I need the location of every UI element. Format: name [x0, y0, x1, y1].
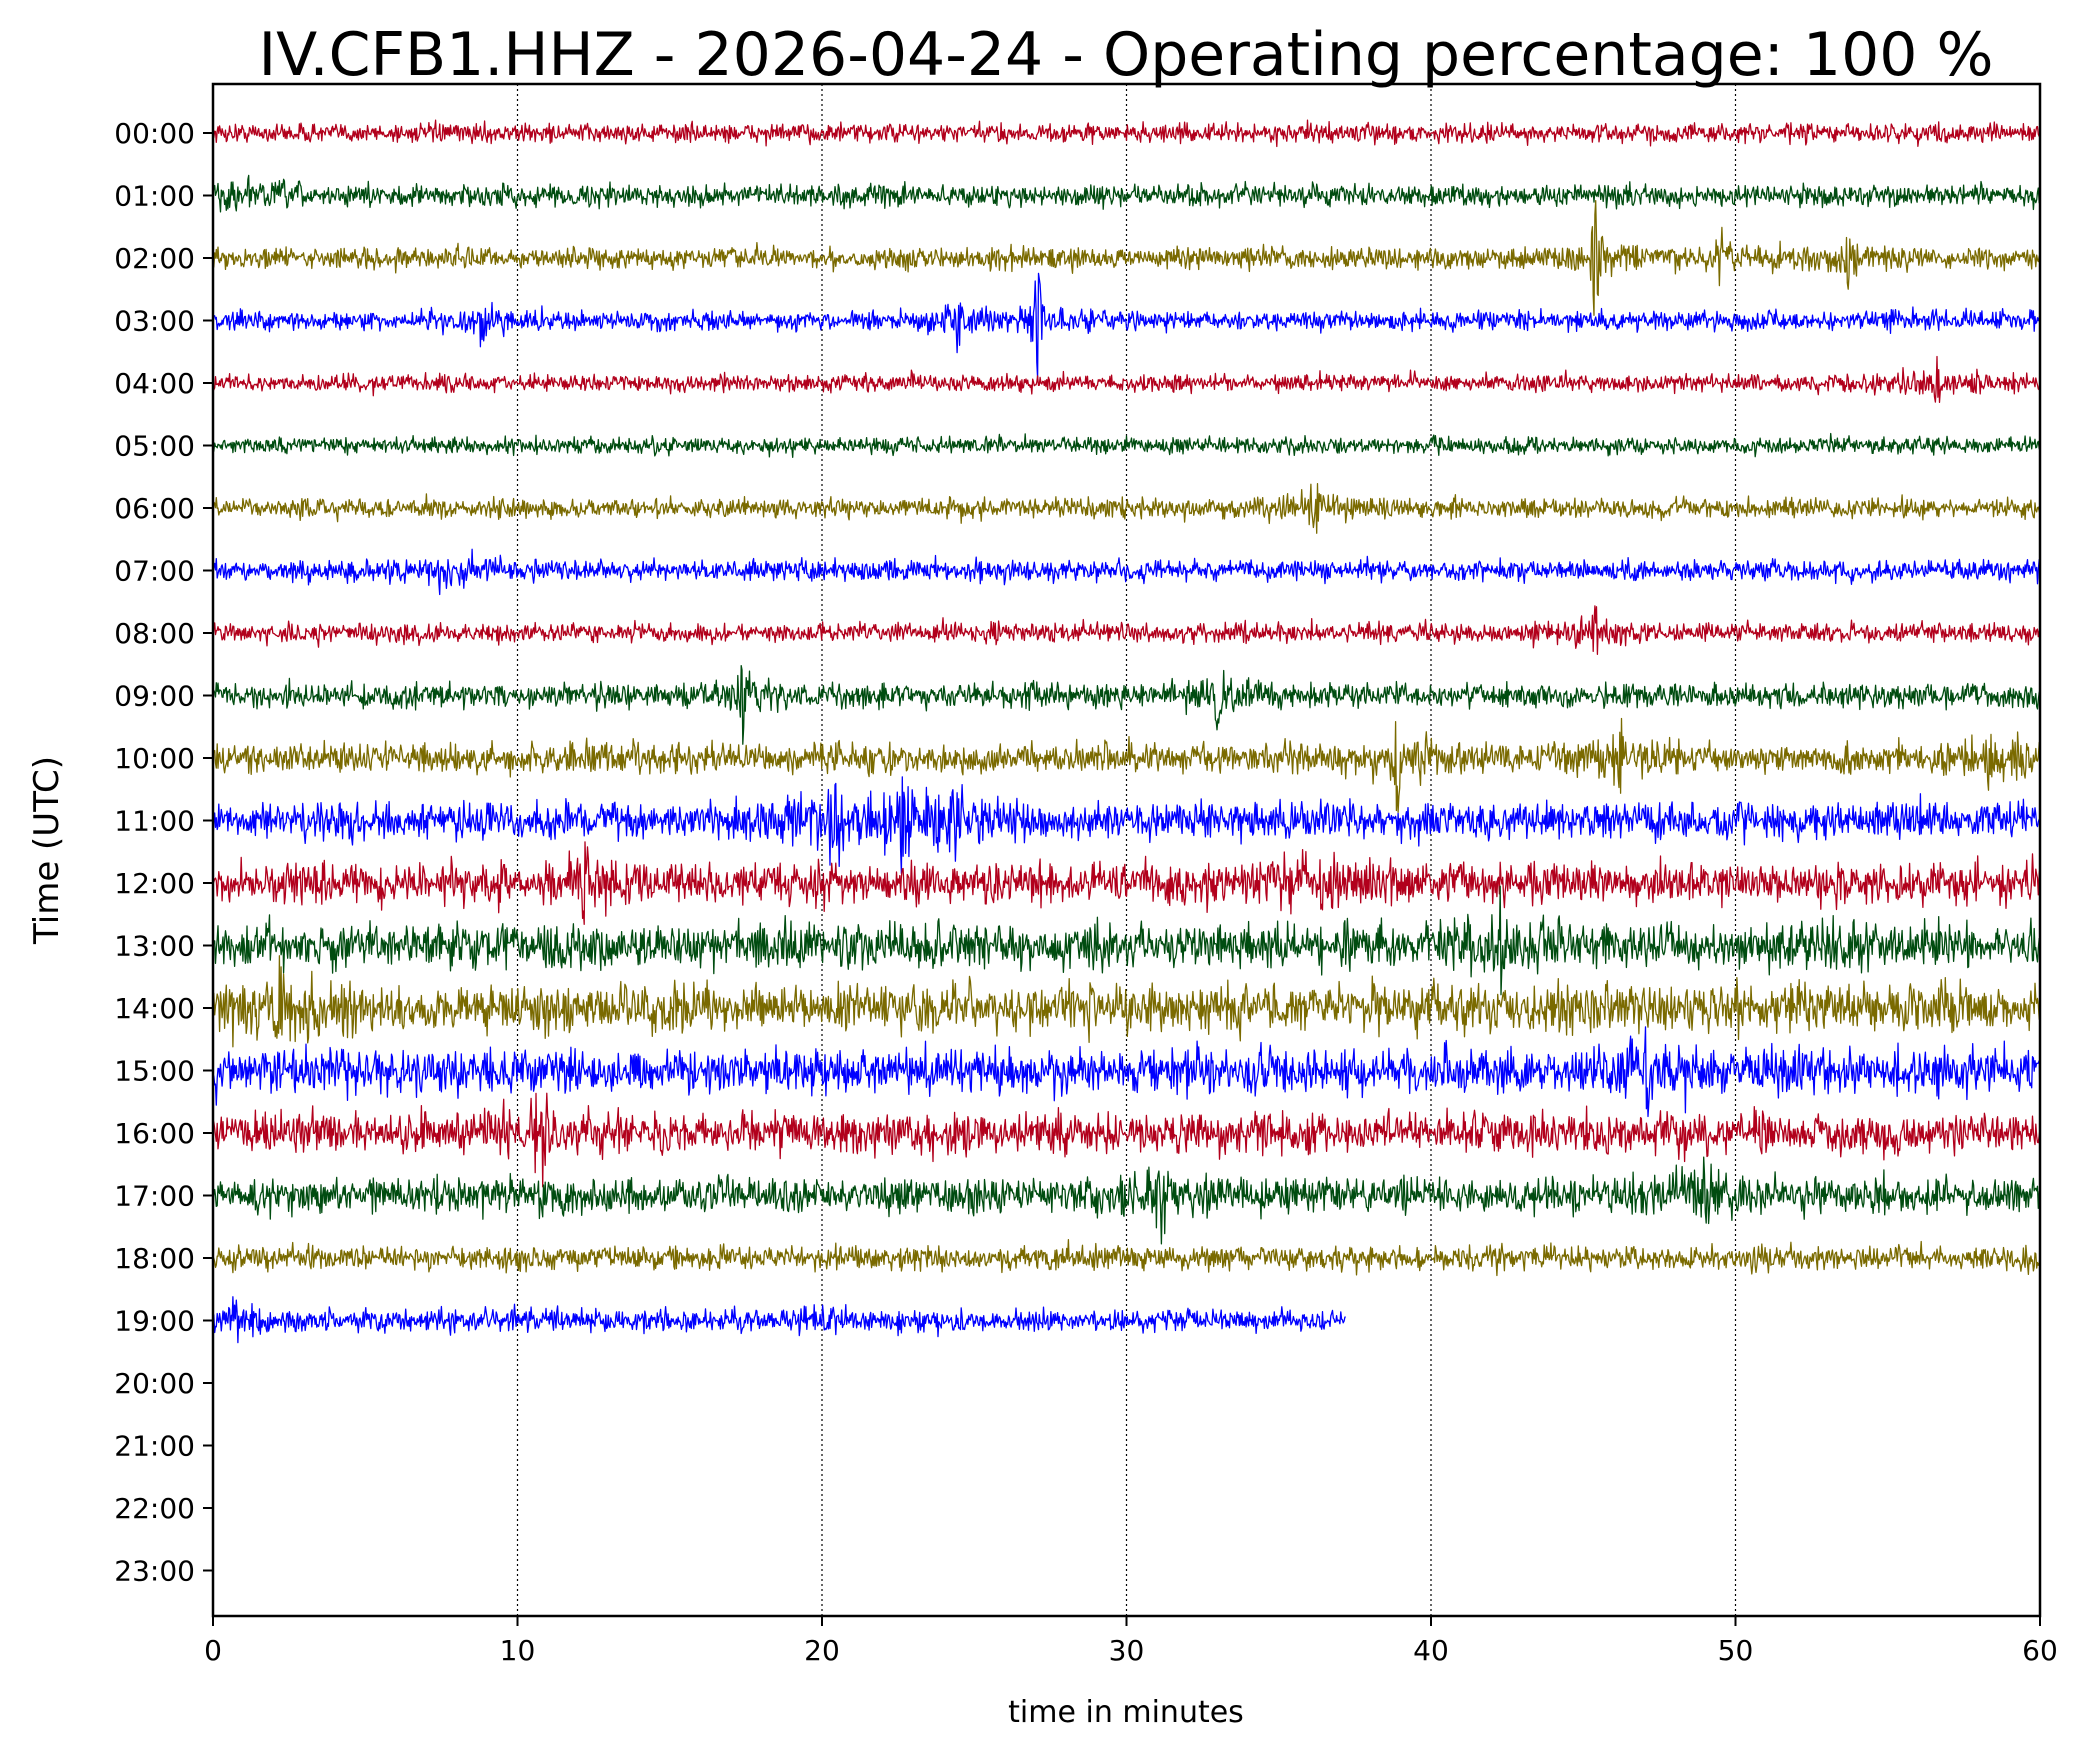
x-tick-label: 40: [1413, 1634, 1449, 1667]
y-axis-ticks: 00:00 01:00 02:00 03:00 04:00 05:00 06:00 07:00…: [114, 117, 213, 1588]
trace-0600: [212, 482, 2041, 534]
y-tick-label: 05:00: [114, 430, 195, 463]
y-tick-label: 00:00: [114, 117, 195, 150]
trace-1100: [212, 776, 2041, 875]
y-tick-label: 02:00: [114, 242, 195, 275]
x-tick-label: 10: [500, 1634, 536, 1667]
trace-0900: [212, 664, 2041, 745]
vertical-grid-lines: [516, 84, 1737, 1616]
x-tick-label: 60: [2022, 1634, 2058, 1667]
x-tick-label: 50: [1718, 1634, 1754, 1667]
trace-1600: [212, 1092, 2041, 1188]
y-tick-label: 16:00: [114, 1117, 195, 1150]
trace-0500: [212, 432, 2041, 458]
trace-0700: [212, 548, 2041, 596]
trace-0200: [212, 199, 2041, 316]
y-tick-label: 15:00: [114, 1055, 195, 1088]
trace-1500: [212, 1026, 2041, 1118]
chart-title: IV.CFB1.HHZ - 2026-04-24 - Operating per…: [258, 20, 1993, 90]
seismic-traces: [212, 119, 2041, 1344]
trace-0000: [212, 119, 2041, 148]
y-tick-label: 06:00: [114, 492, 195, 525]
y-tick-label: 09:00: [114, 680, 195, 713]
y-tick-label: 13:00: [114, 930, 195, 963]
trace-1700: [212, 1156, 2041, 1245]
y-tick-label: 11:00: [114, 805, 195, 838]
y-tick-label: 22:00: [114, 1492, 195, 1525]
y-tick-label: 20:00: [114, 1367, 195, 1400]
trace-1200: [212, 841, 2041, 925]
y-tick-label: 14:00: [114, 992, 195, 1025]
trace-1400: [212, 955, 2041, 1048]
y-tick-label: 23:00: [114, 1555, 195, 1588]
trace-0400: [212, 355, 2041, 403]
y-tick-label: 08:00: [114, 617, 195, 650]
y-tick-label: 10:00: [114, 742, 195, 775]
y-tick-label: 21:00: [114, 1430, 195, 1463]
y-axis-label: Time (UTC): [27, 756, 67, 945]
x-axis-label: time in minutes: [1008, 1695, 1244, 1730]
trace-0100: [212, 174, 2041, 213]
y-tick-label: 04:00: [114, 367, 195, 400]
y-tick-label: 17:00: [114, 1180, 195, 1213]
trace-0800: [212, 605, 2041, 655]
y-tick-label: 18:00: [114, 1242, 195, 1275]
trace-1300: [212, 885, 2041, 996]
x-tick-label: 0: [204, 1634, 222, 1667]
trace-1800: [212, 1239, 2041, 1277]
x-tick-label: 20: [804, 1634, 840, 1667]
x-tick-label: 30: [1109, 1634, 1145, 1667]
trace-1000: [212, 717, 2041, 814]
y-tick-label: 03:00: [114, 305, 195, 338]
x-axis-ticks: 0 10 20 30 40 50 60: [204, 1616, 2058, 1667]
y-tick-label: 12:00: [114, 867, 195, 900]
trace-0300: [212, 272, 2041, 379]
y-tick-label: 19:00: [114, 1305, 195, 1338]
y-tick-label: 01:00: [114, 180, 195, 213]
y-tick-label: 07:00: [114, 555, 195, 588]
trace-1900: [212, 1296, 1346, 1344]
